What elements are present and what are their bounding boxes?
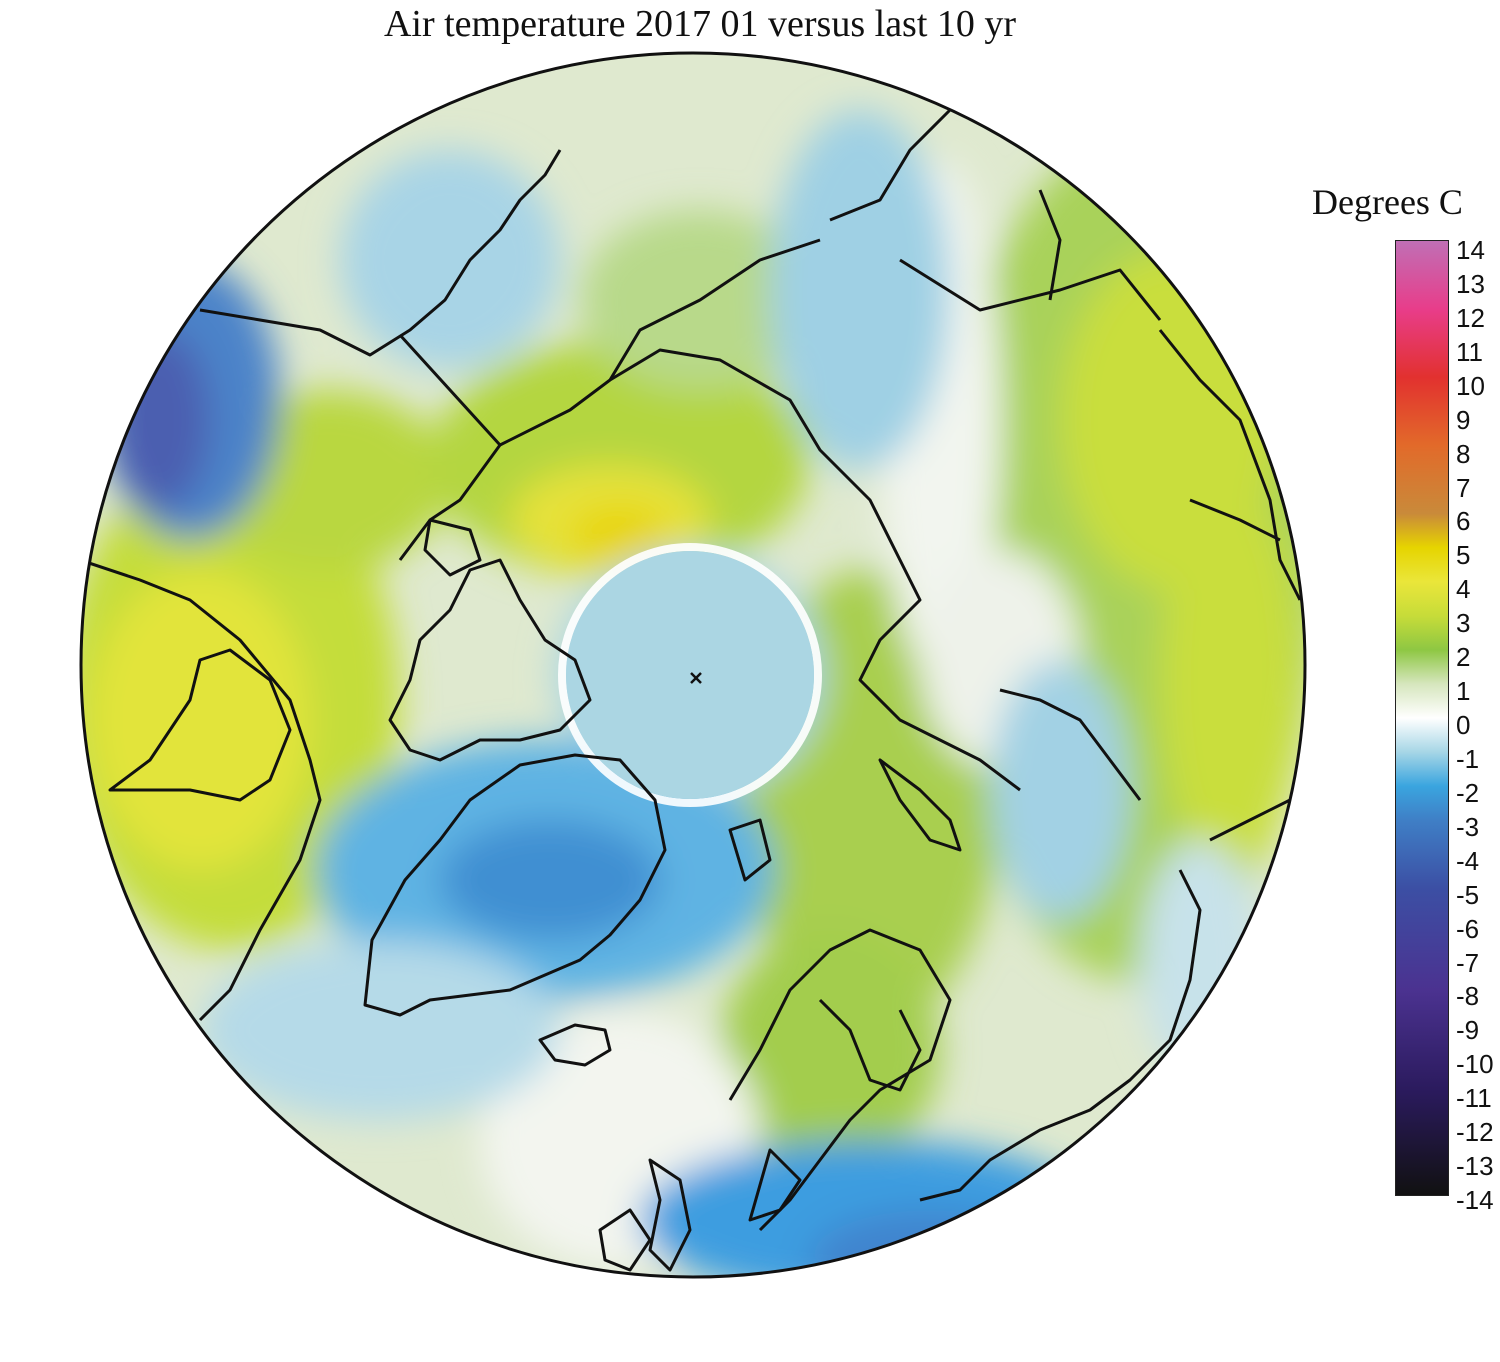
colorbar-tick-label: 5 bbox=[1456, 540, 1471, 571]
colorbar-tick-label: -10 bbox=[1456, 1049, 1494, 1080]
colorbar-tick-label: -8 bbox=[1456, 981, 1480, 1012]
colorbar-tick-label: 0 bbox=[1456, 710, 1471, 740]
colorbar-tick-label: -2 bbox=[1456, 777, 1480, 808]
colorbar-tick-label: -12 bbox=[1456, 1117, 1494, 1148]
colorbar-tick-label: 13 bbox=[1456, 268, 1485, 299]
colorbar-tick-label: 12 bbox=[1456, 302, 1485, 333]
temperature-anomaly-field bbox=[81, 53, 1305, 1277]
coastlines bbox=[81, 108, 1302, 1272]
colorbar-tick-label: -6 bbox=[1456, 913, 1480, 944]
colorbar-tick-label: 2 bbox=[1456, 642, 1471, 673]
colorbar-tick-label: -3 bbox=[1456, 811, 1480, 842]
colorbar bbox=[1395, 240, 1449, 1196]
colorbar-title: Degrees C bbox=[1312, 182, 1463, 222]
colorbar-tick-label: -5 bbox=[1456, 879, 1480, 910]
colorbar-tick-label: -14 bbox=[1456, 1185, 1494, 1215]
map-title: Air temperature 2017 01 versus last 10 y… bbox=[383, 3, 1017, 45]
colorbar-tick-label: 1 bbox=[1456, 676, 1471, 707]
colorbar-tick-label: 14 bbox=[1456, 235, 1485, 265]
colorbar-tick-label: 4 bbox=[1456, 574, 1471, 605]
colorbar-tick-label: 8 bbox=[1456, 438, 1471, 469]
colorbar-tick-label: 7 bbox=[1456, 472, 1471, 503]
colorbar-tick-label: 3 bbox=[1456, 608, 1471, 639]
colorbar-tick-label: -13 bbox=[1456, 1151, 1494, 1182]
colorbar-tick-label: -4 bbox=[1456, 845, 1480, 876]
colorbar-tick-label: 11 bbox=[1456, 336, 1483, 367]
colorbar-tick-label: -9 bbox=[1456, 1015, 1480, 1046]
colorbar-tick-label: 6 bbox=[1456, 506, 1471, 537]
colorbar-tick-label: -7 bbox=[1456, 947, 1480, 978]
colorbar-tick-label: -11 bbox=[1456, 1083, 1492, 1114]
colorbar-tick-label: -1 bbox=[1456, 743, 1480, 774]
x-icon bbox=[690, 672, 702, 684]
colorbar-tick-label: 10 bbox=[1456, 370, 1485, 401]
colorbar-tick-label: 9 bbox=[1456, 404, 1471, 435]
